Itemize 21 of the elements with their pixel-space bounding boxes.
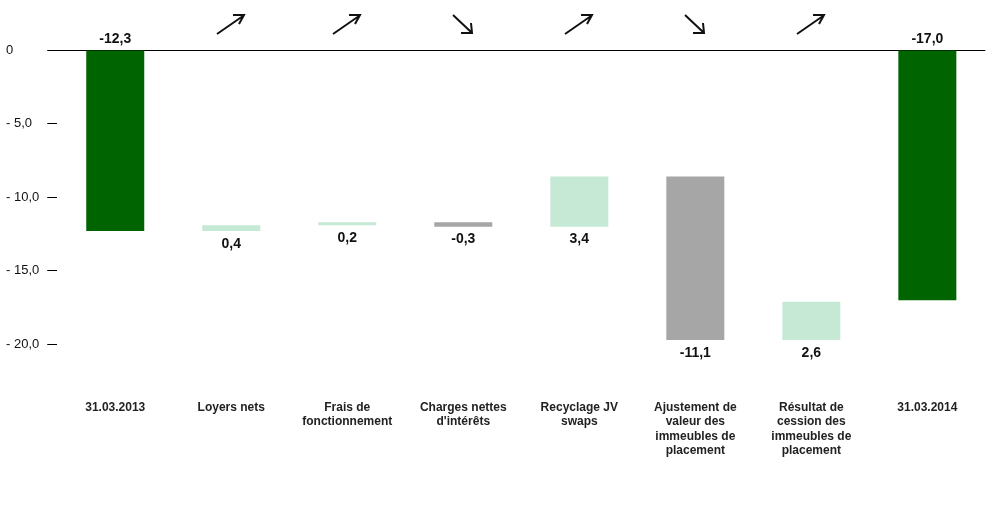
data-label: -0,3 bbox=[451, 230, 476, 247]
x-tick-label: Charges nettes d'intérêts bbox=[419, 399, 507, 429]
x-tick-label: 31.03.2014 bbox=[897, 399, 958, 414]
y-tick-label: - 5,0 bbox=[6, 115, 33, 131]
data-label: 0,2 bbox=[337, 229, 358, 246]
x-tick-label: Frais de fonctionnement bbox=[302, 399, 393, 429]
data-label: 3,4 bbox=[569, 230, 590, 247]
y-tick-label: - 15,0 bbox=[6, 262, 40, 278]
x-tick-label: Ajustement de valeur des immeubles de placement bbox=[653, 399, 737, 458]
data-label: -17,0 bbox=[911, 29, 944, 46]
data-label: 0,4 bbox=[221, 234, 242, 251]
x-tick-label: Loyers nets bbox=[197, 399, 266, 414]
y-tick-label: 0 bbox=[6, 41, 14, 57]
data-label: 2,6 bbox=[801, 343, 822, 360]
data-label: -11,1 bbox=[679, 343, 712, 360]
x-tick-label: Recyclage JV swaps bbox=[540, 399, 618, 429]
x-tick-label: Résultat de cession des immeubles de placement bbox=[771, 399, 852, 458]
data-label: -12,3 bbox=[99, 29, 132, 46]
y-tick-label: - 10,0 bbox=[6, 188, 40, 204]
x-tick-label: 31.03.2013 bbox=[85, 399, 146, 414]
y-tick-label: - 20,0 bbox=[6, 335, 40, 351]
